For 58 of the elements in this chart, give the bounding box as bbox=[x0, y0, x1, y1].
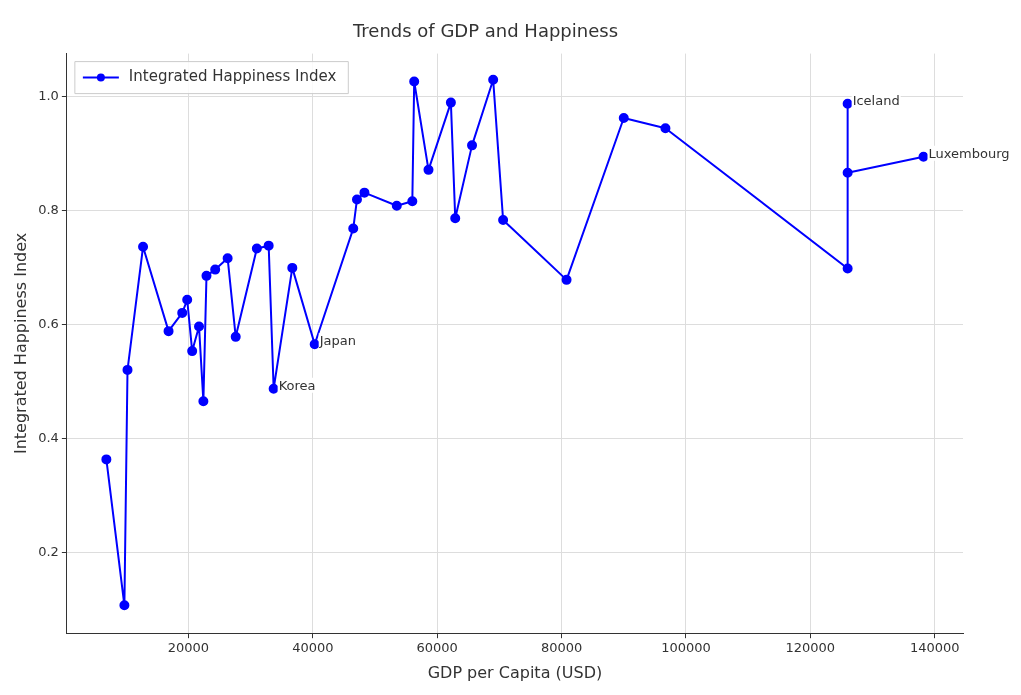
point bbox=[177, 307, 188, 318]
point bbox=[122, 364, 133, 375]
y-tick-label: 0.2 bbox=[38, 544, 59, 560]
annotation: Luxembourg bbox=[928, 145, 1010, 161]
point bbox=[445, 97, 456, 108]
point bbox=[222, 253, 233, 264]
point bbox=[351, 194, 362, 205]
y-axis-title: Integrated Happiness Index bbox=[10, 232, 30, 455]
point bbox=[918, 151, 929, 162]
point bbox=[287, 262, 298, 273]
x-tick-label: 80000 bbox=[540, 640, 583, 656]
y-tick-label: 0.4 bbox=[38, 430, 59, 446]
x-tick-label: 140000 bbox=[909, 640, 960, 656]
point bbox=[488, 74, 499, 85]
chart-title: Trends of GDP and Happiness bbox=[351, 20, 619, 42]
point bbox=[618, 113, 629, 123]
point bbox=[842, 167, 853, 178]
point bbox=[182, 294, 193, 305]
y-tick-label: 1.0 bbox=[38, 88, 59, 104]
x-axis-title: GDP per Capita (USD) bbox=[427, 662, 603, 682]
point bbox=[348, 223, 359, 234]
point bbox=[423, 164, 434, 175]
annotation: Japan bbox=[318, 333, 356, 349]
point bbox=[660, 123, 671, 134]
point bbox=[842, 98, 853, 109]
point bbox=[309, 339, 320, 350]
point bbox=[210, 264, 221, 275]
x-tick-label: 100000 bbox=[661, 640, 711, 656]
point bbox=[268, 383, 279, 394]
annotation: Korea bbox=[278, 377, 316, 393]
annotation: Iceland bbox=[852, 92, 900, 108]
legend-label: Integrated Happiness Index bbox=[128, 67, 337, 86]
point bbox=[194, 321, 205, 332]
y-tick-label: 0.8 bbox=[38, 202, 59, 218]
x-tick-label: 60000 bbox=[416, 640, 458, 656]
point bbox=[251, 243, 262, 254]
point bbox=[407, 196, 418, 207]
point bbox=[842, 263, 853, 274]
point bbox=[230, 331, 241, 342]
x-tick-label: 40000 bbox=[292, 640, 334, 656]
point bbox=[561, 274, 572, 285]
point bbox=[467, 140, 478, 151]
point bbox=[138, 241, 149, 252]
point bbox=[391, 200, 402, 211]
x-tick-label: 20000 bbox=[167, 640, 210, 656]
point bbox=[187, 346, 198, 357]
x-tick-label: 120000 bbox=[785, 640, 836, 656]
point bbox=[101, 454, 112, 465]
y-tick-label: 0.6 bbox=[38, 316, 59, 332]
point bbox=[201, 270, 212, 281]
point bbox=[198, 396, 209, 407]
point bbox=[450, 213, 461, 224]
point bbox=[163, 326, 174, 337]
point bbox=[263, 240, 274, 251]
point bbox=[359, 187, 370, 198]
point bbox=[119, 600, 130, 611]
point bbox=[498, 215, 509, 226]
point bbox=[409, 76, 420, 87]
